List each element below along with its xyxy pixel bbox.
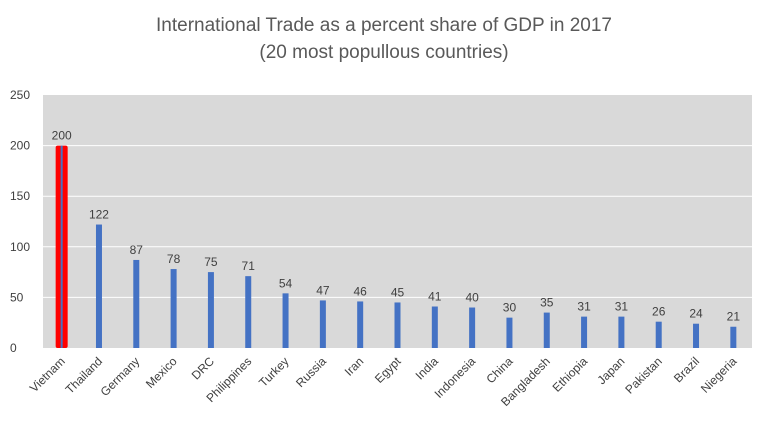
y-tick-label: 0 (10, 341, 17, 355)
bar-niegeria (730, 326, 737, 348)
x-tick-label: India (413, 354, 442, 383)
x-tick-label: Pakistan (622, 354, 664, 396)
x-tick-label: Russia (293, 354, 329, 390)
y-tick-label: 200 (10, 139, 30, 153)
chart-title-line2: (20 most popullous countries) (259, 42, 509, 63)
data-labels: 200 122 87 78 75 71 54 47 46 45 41 40 30 35 31 31 26 24 21 (52, 129, 741, 324)
bar-drc (207, 272, 214, 348)
bar-turkey (282, 293, 289, 348)
gridlines (43, 145, 752, 298)
bar-vietnam-inner (60, 145, 63, 348)
bar-bangladesh (543, 312, 550, 348)
data-label: 122 (89, 208, 109, 222)
x-tick-label: Niegeria (698, 354, 740, 396)
data-label: 26 (652, 305, 666, 319)
data-label: 24 (689, 307, 703, 321)
x-tick-label: China (483, 354, 515, 386)
y-tick-label: 50 (10, 290, 24, 304)
bar-mexico (170, 269, 177, 348)
data-label: 47 (316, 283, 330, 297)
data-label: 54 (279, 276, 293, 290)
y-axis-ticks: 0 50 100 150 200 250 (10, 88, 30, 355)
data-label: 87 (130, 243, 144, 257)
bar-indonesia (469, 307, 476, 348)
data-label: 31 (577, 300, 591, 314)
data-label: 200 (52, 129, 72, 143)
y-tick-label: 250 (10, 88, 30, 102)
data-label: 75 (204, 255, 218, 269)
bar-pakistan (655, 321, 662, 348)
x-tick-label: Vietnam (27, 354, 68, 395)
x-tick-label: Japan (594, 354, 627, 387)
x-tick-label: Mexico (143, 354, 180, 391)
x-tick-label: Iran (342, 354, 367, 379)
data-label: 46 (354, 284, 368, 298)
data-label: 45 (391, 285, 405, 299)
chart-title-line1: International Trade as a percent share o… (156, 15, 612, 36)
x-tick-label: Indonesia (432, 354, 479, 401)
bar-iran (357, 301, 364, 348)
data-label: 41 (428, 290, 442, 304)
y-tick-label: 150 (10, 189, 30, 203)
x-tick-label: Ethiopia (550, 354, 591, 395)
data-label: 21 (727, 310, 741, 324)
x-tick-label: Turkey (256, 354, 292, 390)
data-label: 71 (242, 259, 256, 273)
bars (55, 145, 737, 348)
data-label: 31 (615, 300, 629, 314)
data-label: 35 (540, 296, 554, 310)
bar-ethiopia (581, 316, 588, 348)
bar-philippines (245, 276, 252, 348)
bar-russia (319, 300, 326, 348)
data-label: 30 (503, 301, 517, 315)
y-tick-label: 100 (10, 240, 30, 254)
data-label: 40 (465, 291, 479, 305)
x-tick-label: Germany (98, 354, 143, 399)
bar-thailand (95, 224, 102, 348)
bar-germany (133, 259, 140, 348)
chart-title: International Trade as a percent share o… (0, 12, 768, 66)
bar-india (431, 306, 438, 348)
x-tick-label: Egypt (372, 354, 404, 386)
x-tick-label: Brazil (671, 354, 702, 385)
x-tick-label: DRC (189, 354, 218, 383)
bar-china (506, 317, 513, 348)
data-label: 78 (167, 252, 181, 266)
bar-egypt (394, 302, 401, 348)
bar-japan (618, 316, 625, 348)
bar-brazil (693, 323, 700, 348)
